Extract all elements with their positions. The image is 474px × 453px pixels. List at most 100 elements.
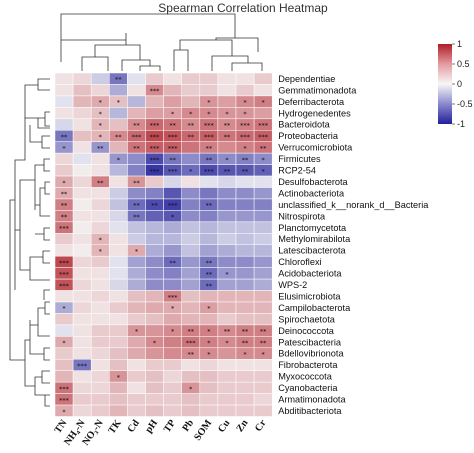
heatmap-cell — [181, 221, 201, 234]
heatmap-cell — [90, 393, 110, 406]
heatmap-cell — [54, 95, 74, 108]
row-label: Spirochaetota — [278, 314, 336, 324]
heatmap-cell — [199, 233, 219, 246]
significance-mark: *** — [186, 339, 197, 347]
significance-mark: *** — [168, 144, 179, 152]
heatmap-cell — [145, 301, 164, 314]
significance-mark: ** — [260, 328, 267, 336]
heatmap-cell — [127, 370, 146, 383]
heatmap-cell — [90, 164, 110, 177]
legend-tick-label: 0 — [457, 79, 462, 89]
heatmap-cell — [145, 244, 164, 257]
significance-mark: *** — [150, 144, 161, 152]
heatmap-cell — [181, 72, 201, 85]
heatmap-cell — [217, 290, 237, 303]
heatmap-cell — [127, 221, 146, 234]
significance-mark: *** — [168, 133, 179, 141]
heatmap-cell — [163, 393, 182, 406]
heatmap-cell — [127, 301, 146, 314]
heatmap-cell — [109, 336, 128, 349]
significance-mark: *** — [150, 167, 161, 175]
significance-mark: *** — [168, 167, 179, 175]
heatmap-cell — [253, 404, 273, 417]
row-label: Chloroflexi — [278, 257, 321, 267]
heatmap-cell — [145, 347, 164, 360]
heatmap-cell — [163, 313, 182, 326]
heatmap-cell — [235, 84, 255, 97]
heatmap-cell — [163, 233, 182, 246]
heatmap-cell — [72, 313, 92, 326]
heatmap-cell — [199, 359, 219, 371]
heatmap-cell — [163, 221, 182, 234]
row-label: WPS-2 — [278, 280, 307, 290]
significance-mark: ** — [169, 259, 176, 267]
significance-mark: ** — [133, 122, 140, 130]
significance-mark: *** — [168, 202, 179, 210]
heatmap-cell — [253, 267, 273, 280]
significance-mark: * — [225, 339, 229, 347]
column-label: Cu — [216, 418, 233, 435]
significance-mark: * — [262, 156, 266, 164]
heatmap-cell — [217, 278, 237, 291]
significance-mark: * — [153, 339, 157, 347]
significance-mark: * — [207, 305, 211, 313]
heatmap-cell — [217, 313, 237, 326]
heatmap-cell — [199, 404, 219, 417]
heatmap-cell — [145, 233, 164, 246]
significance-mark: ** — [224, 167, 231, 175]
heatmap-cell — [90, 221, 110, 234]
row-label: Deferribacterota — [278, 97, 345, 107]
heatmap-cell — [54, 244, 74, 257]
heatmap-cell — [163, 267, 182, 280]
column-label: TP — [162, 418, 178, 435]
significance-mark: ** — [260, 339, 267, 347]
heatmap-cell — [235, 301, 255, 314]
heatmap-cell — [217, 141, 237, 154]
significance-mark: * — [262, 351, 266, 359]
row-label: Fibrobacterota — [278, 360, 338, 370]
legend-ticks: 1 0.5 0 -0.5 -1 — [452, 39, 473, 129]
significance-mark: ** — [169, 156, 176, 164]
heatmap-cell — [163, 84, 182, 97]
heatmap-cell — [127, 313, 146, 326]
heatmap-cell — [72, 370, 92, 383]
heatmap-cell — [163, 347, 182, 360]
heatmap-cell — [145, 267, 164, 280]
significance-mark: ** — [115, 76, 122, 84]
heatmap-cell — [127, 347, 146, 360]
significance-mark: *** — [59, 396, 70, 404]
significance-mark: * — [99, 110, 103, 118]
heatmap-cell — [199, 370, 219, 383]
significance-mark: ** — [206, 270, 213, 278]
heatmap-cell — [145, 370, 164, 383]
significance-mark: * — [243, 110, 247, 118]
heatmap-cell — [90, 84, 110, 97]
heatmap-cell — [90, 381, 110, 394]
legend-color-bar — [438, 44, 452, 124]
heatmap-cell — [54, 107, 74, 120]
heatmap-cell — [127, 267, 146, 280]
significance-mark: * — [207, 339, 211, 347]
heatmap-cell — [72, 347, 92, 360]
significance-mark: * — [171, 110, 175, 118]
heatmap-cell — [90, 255, 110, 268]
significance-mark: * — [62, 305, 66, 313]
heatmap-cell — [127, 84, 146, 97]
significance-mark: ** — [61, 213, 68, 221]
heatmap-cell — [54, 359, 74, 371]
heatmap-cell — [54, 290, 74, 303]
heatmap-cell — [181, 84, 201, 97]
heatmap-cell — [235, 381, 255, 394]
heatmap-cell — [72, 233, 92, 246]
heatmap-cell — [72, 95, 92, 108]
significance-mark: ** — [242, 156, 249, 164]
column-label: Cd — [126, 418, 143, 435]
heatmap-cell — [253, 290, 273, 303]
heatmap-cell — [145, 359, 164, 371]
heatmap-cell — [235, 359, 255, 371]
heatmap-cell — [127, 290, 146, 303]
significance-mark: ** — [206, 156, 213, 164]
heatmap-cell — [181, 210, 201, 223]
row-label: Cyanobacteria — [278, 383, 338, 393]
heatmap-cell — [72, 210, 92, 223]
